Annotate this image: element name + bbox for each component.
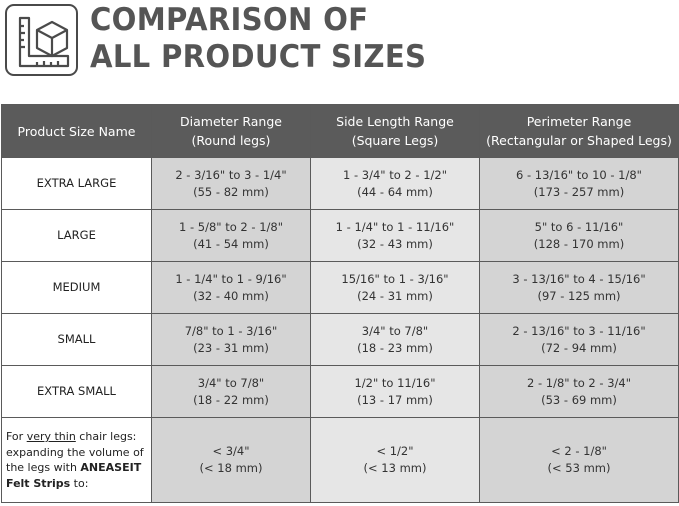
column-header-side-length: Side Length Range (Square Legs) [310, 104, 480, 158]
mm-range: (< 53 mm) [547, 461, 611, 475]
mm-range: (128 - 170 mm) [533, 236, 625, 251]
title-line-2: ALL PRODUCT SIZES [90, 39, 427, 75]
inch-range: 1 - 5/8" to 2 - 1/8" [178, 219, 283, 234]
note-brand: ANEASEIT Felt Strips [6, 461, 142, 490]
column-header-diameter: Diameter Range (Round legs) [151, 104, 311, 158]
table-row: SMALL 7/8" to 1 - 3/16" (23 - 31 mm) 3/4"… [1, 313, 679, 366]
side-length-cell: 1 - 3/4" to 2 - 1/2" (44 - 64 mm) [310, 157, 480, 210]
inch-range: 1 - 3/4" to 2 - 1/2" [342, 167, 447, 182]
header-label: Product Size Name [17, 123, 136, 139]
inch-range: 1/2" to 11/16" [354, 375, 436, 390]
logo [5, 4, 78, 76]
inch-range: 2 - 1/8" to 2 - 3/4" [526, 375, 631, 390]
mm-range: (53 - 69 mm) [541, 392, 617, 407]
note-suffix: to: [70, 476, 89, 490]
mm-range: (24 - 31 mm) [357, 288, 433, 303]
side-length-cell: 15/16" to 1 - 3/16" (24 - 31 mm) [310, 261, 480, 314]
side-length-cell: 3/4" to 7/8" (18 - 23 mm) [310, 313, 480, 366]
title-line-1: COMPARISON OF [90, 2, 369, 38]
mm-range: (18 - 22 mm) [193, 392, 269, 407]
diameter-cell: 1 - 1/4" to 1 - 9/16" (32 - 40 mm) [151, 261, 311, 314]
header-sublabel: (Round legs) [191, 133, 271, 148]
diameter-cell: 2 - 3/16" to 3 - 1/4" (55 - 82 mm) [151, 157, 311, 210]
note-underlined-text: very thin [26, 430, 76, 443]
side-length-cell: 1/2" to 11/16" (13 - 17 mm) [310, 365, 480, 418]
table-row: EXTRA LARGE 2 - 3/16" to 3 - 1/4" (55 - 8… [1, 157, 679, 210]
perimeter-cell: 3 - 13/16" to 4 - 15/16" (97 - 125 mm) [479, 261, 679, 314]
mm-range: (55 - 82 mm) [193, 184, 269, 199]
mm-range: (97 - 125 mm) [537, 288, 621, 303]
mm-range: (23 - 31 mm) [193, 340, 269, 355]
inch-range: 5" to 6 - 11/16" [534, 219, 624, 234]
perimeter-cell: 5" to 6 - 11/16" (128 - 170 mm) [479, 209, 679, 262]
size-name-cell: MEDIUM [1, 261, 152, 314]
note-prefix: For [6, 430, 27, 443]
mm-range: (44 - 64 mm) [357, 184, 433, 199]
header-label: Perimeter Range [526, 114, 632, 129]
inch-range: 2 - 13/16" to 3 - 11/16" [512, 323, 646, 338]
thin-legs-note-row: For very thin chair legs: expanding the … [1, 417, 679, 503]
column-header-perimeter: Perimeter Range (Rectangular or Shaped L… [479, 104, 679, 158]
size-name-cell: SMALL [1, 313, 152, 366]
inch-range: 6 - 13/16" to 10 - 1/8" [516, 167, 642, 182]
inch-range: 15/16" to 1 - 3/16" [341, 271, 449, 286]
mm-range: (32 - 43 mm) [357, 236, 433, 251]
diameter-cell: 1 - 5/8" to 2 - 1/8" (41 - 54 mm) [151, 209, 311, 262]
inch-range: 1 - 1/4" to 1 - 11/16" [335, 219, 455, 234]
diameter-cell: 3/4" to 7/8" (18 - 22 mm) [151, 365, 311, 418]
size-name-cell: EXTRA SMALL [1, 365, 152, 418]
table-row: LARGE 1 - 5/8" to 2 - 1/8" (41 - 54 mm) 1… [1, 209, 679, 262]
size-name-cell: LARGE [1, 209, 152, 262]
table-row: MEDIUM 1 - 1/4" to 1 - 9/16" (32 - 40 mm)… [1, 261, 679, 314]
inch-range: 1 - 1/4" to 1 - 9/16" [175, 271, 287, 286]
perimeter-cell: 2 - 13/16" to 3 - 11/16" (72 - 94 mm) [479, 313, 679, 366]
mm-range: (173 - 257 mm) [533, 184, 625, 199]
mm-range: (72 - 94 mm) [541, 340, 617, 355]
inch-range: 3/4" to 7/8" [197, 375, 265, 390]
page-title: COMPARISON OF ALL PRODUCT SIZES [90, 2, 426, 76]
note-body: chair legs: expanding the volume of the … [6, 430, 144, 474]
diameter-cell: 7/8" to 1 - 3/16" (23 - 31 mm) [151, 313, 311, 366]
table-header-row: Product Size Name Diameter Range (Round … [1, 104, 679, 158]
diameter-cell: < 3/4" (< 18 mm) [151, 417, 311, 503]
perimeter-cell: 6 - 13/16" to 10 - 1/8" (173 - 257 mm) [479, 157, 679, 210]
inch-range: < 3/4" [212, 444, 250, 458]
mm-range: (18 - 23 mm) [357, 340, 433, 355]
inch-range: 3 - 13/16" to 4 - 15/16" [512, 271, 646, 286]
side-length-cell: 1 - 1/4" to 1 - 11/16" (32 - 43 mm) [310, 209, 480, 262]
mm-range: (41 - 54 mm) [193, 236, 269, 251]
column-header-product-size-name: Product Size Name [1, 104, 152, 158]
perimeter-cell: < 2 - 1/8" (< 53 mm) [479, 417, 679, 503]
side-length-cell: < 1/2" (< 13 mm) [310, 417, 480, 503]
mm-range: (32 - 40 mm) [193, 288, 269, 303]
inch-range: 2 - 3/16" to 3 - 1/4" [175, 167, 287, 182]
inch-range: < 1/2" [376, 444, 414, 458]
thin-legs-note: For very thin chair legs: expanding the … [1, 417, 152, 503]
inch-range: 7/8" to 1 - 3/16" [184, 323, 278, 338]
header-label: Diameter Range [180, 114, 282, 129]
header-sublabel: (Rectangular or Shaped Legs) [486, 133, 672, 148]
mm-range: (13 - 17 mm) [357, 392, 433, 407]
mm-range: (< 13 mm) [363, 461, 427, 475]
inch-range: 3/4" to 7/8" [361, 323, 429, 338]
perimeter-cell: 2 - 1/8" to 2 - 3/4" (53 - 69 mm) [479, 365, 679, 418]
mm-range: (< 18 mm) [199, 461, 263, 475]
header-label: Side Length Range [336, 114, 454, 129]
size-name-cell: EXTRA LARGE [1, 157, 152, 210]
header-sublabel: (Square Legs) [351, 133, 439, 148]
ruler-cube-icon [18, 16, 70, 68]
table-row: EXTRA SMALL 3/4" to 7/8" (18 - 22 mm) 1/2… [1, 365, 679, 418]
inch-range: < 2 - 1/8" [551, 444, 607, 458]
size-comparison-table: Product Size Name Diameter Range (Round … [1, 104, 679, 503]
